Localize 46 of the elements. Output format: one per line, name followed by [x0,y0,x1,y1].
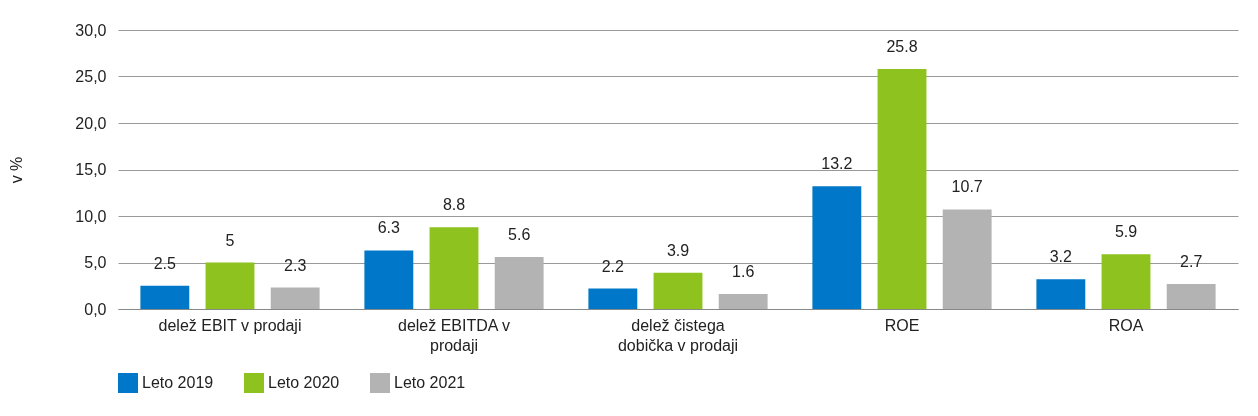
bar [718,294,768,309]
x-tick-label: ROE [884,316,920,334]
legend-label: Leto 2021 [394,374,466,391]
x-tick-label: delež EBITDA v prodaji [397,316,511,354]
legend-label: Leto 2020 [268,374,340,391]
bar [877,69,927,309]
data-label: 2.3 [284,256,307,274]
data-label: 2.2 [601,257,625,275]
data-label: 3.9 [666,241,690,259]
bar [1166,283,1216,309]
y-tick-label: 5,0 [84,254,107,271]
data-label: 5 [225,231,235,249]
bar [429,227,479,309]
bar [364,250,414,309]
x-tick-label: delež EBIT v prodaji [158,316,302,334]
y-tick-label: 15,0 [75,161,107,178]
y-tick-label: 0,0 [84,300,107,318]
data-label: 3.2 [1049,248,1073,266]
bar [588,288,638,309]
bar [205,262,255,309]
data-label: 8.8 [442,196,466,214]
data-label: 5.9 [1114,223,1138,241]
x-tick-label: delež čistega dobička v prodaji [617,316,739,354]
data-label: 5.6 [508,225,531,243]
bar [1036,279,1086,309]
y-axis-title: v % [8,156,26,184]
data-label: 13.2 [821,155,853,173]
y-tick-label: 30,0 [75,21,107,39]
bar [270,287,320,309]
data-label: 2.5 [153,254,177,272]
bar [140,285,190,309]
legend-label: Leto 2019 [142,374,214,391]
y-tick-label: 10,0 [75,207,107,225]
bar [1101,254,1151,309]
y-tick-label: 25,0 [75,68,107,85]
data-label: 1.6 [732,263,755,281]
data-label: 25.8 [886,38,918,56]
bar [812,186,862,309]
y-tick-label: 20,0 [75,114,107,132]
bar [653,272,703,309]
bar [942,209,992,309]
data-label: 6.3 [377,219,401,237]
bar [494,256,544,309]
x-tick-label: ROA [1108,316,1144,334]
data-label: 10.7 [951,178,983,196]
data-label: 2.7 [1180,252,1203,270]
